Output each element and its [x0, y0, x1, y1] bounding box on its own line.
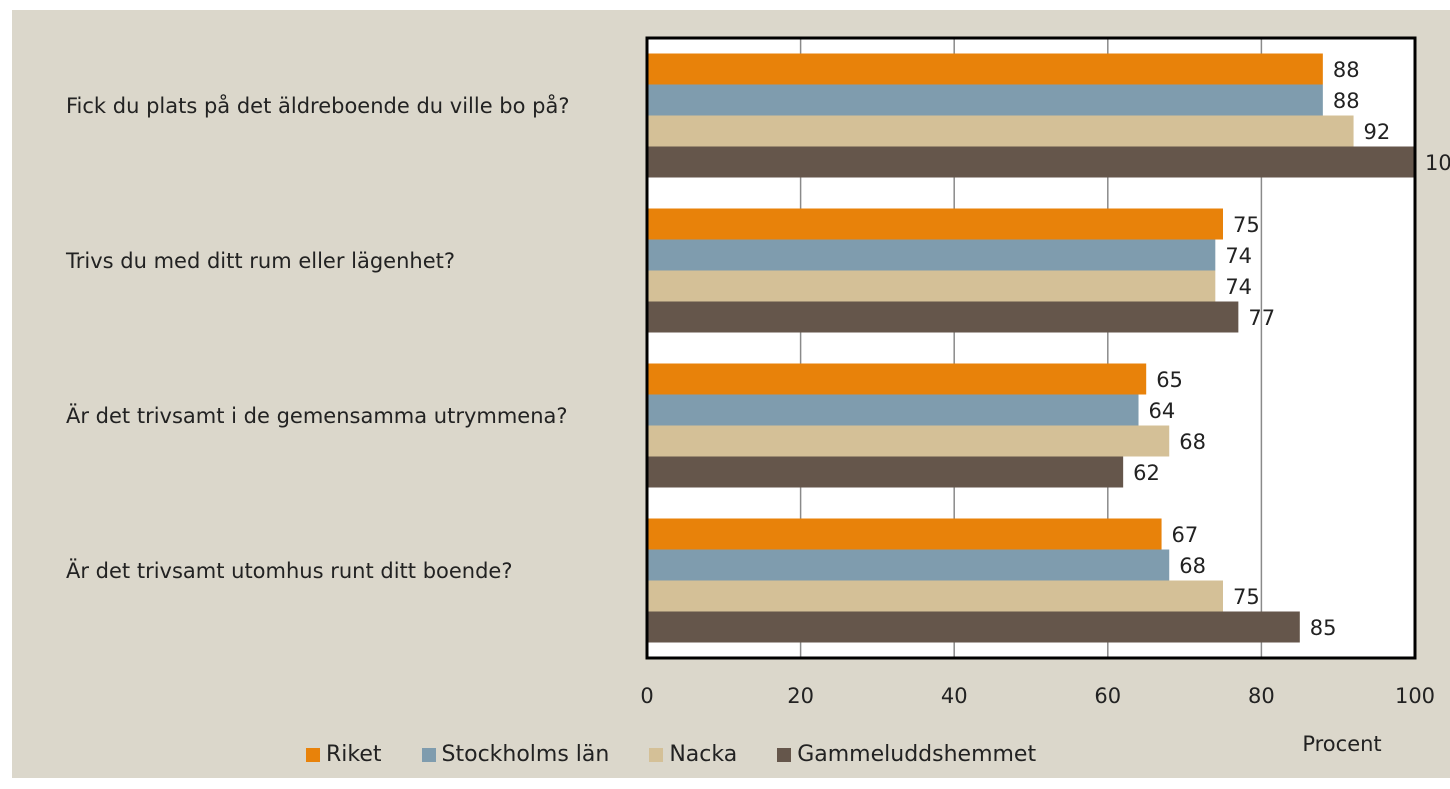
data-label: 67 [1172, 523, 1199, 547]
category-label: Trivs du med ditt rum eller lägenhet? [66, 248, 456, 273]
data-label: 68 [1179, 554, 1206, 578]
bar [647, 549, 1170, 581]
data-label: 100 [1425, 151, 1450, 175]
legend: Riket Stockholms län Nacka Gammeluddshemmet [306, 742, 1036, 767]
legend-item: Gammeluddshemmet [777, 742, 1036, 767]
legend-label: Riket [326, 742, 382, 767]
x-tick-label: 40 [941, 684, 968, 708]
bar [647, 456, 1124, 488]
data-label: 65 [1156, 368, 1183, 392]
legend-item: Riket [306, 742, 382, 767]
x-tick-label: 60 [1094, 684, 1121, 708]
data-label: 62 [1133, 461, 1160, 485]
bar [647, 84, 1323, 116]
data-label: 88 [1333, 89, 1360, 113]
bar [647, 270, 1216, 302]
plot-border [645, 36, 1417, 660]
bar [647, 239, 1216, 271]
x-tick-label: 0 [640, 684, 653, 708]
data-label: 75 [1233, 213, 1260, 237]
legend-label: Gammeluddshemmet [797, 742, 1037, 767]
legend-swatch [777, 747, 792, 762]
bar [647, 301, 1239, 333]
bar [647, 425, 1170, 457]
legend-label: Stockholms län [441, 742, 610, 767]
bar [647, 518, 1162, 550]
bar [647, 363, 1147, 395]
x-tick-label: 100 [1395, 684, 1435, 708]
legend-swatch [421, 747, 436, 762]
category-label: Fick du plats på det äldreboende du vill… [66, 93, 570, 118]
bar [647, 394, 1139, 426]
data-label: 77 [1248, 306, 1275, 330]
bar [647, 146, 1415, 178]
category-label: Är det trivsamt i de gemensamma utrymmen… [66, 403, 568, 428]
data-label: 64 [1149, 399, 1176, 423]
legend-label: Nacka [669, 742, 738, 767]
data-label: 68 [1179, 430, 1206, 454]
bar [647, 53, 1323, 85]
category-label: Är det trivsamt utomhus runt ditt boende… [66, 558, 513, 583]
x-tick-label: 20 [787, 684, 814, 708]
legend-item: Nacka [649, 742, 737, 767]
bar [647, 208, 1223, 240]
bar [647, 611, 1300, 643]
x-tick-label: 80 [1248, 684, 1275, 708]
legend-swatch [649, 747, 664, 762]
bar [647, 580, 1223, 612]
legend-swatch [306, 747, 320, 762]
data-label: 85 [1310, 616, 1337, 640]
data-label: 74 [1225, 244, 1252, 268]
data-label: 88 [1333, 58, 1360, 82]
data-label: 75 [1233, 585, 1260, 609]
x-axis-title: Procent [1302, 732, 1381, 756]
bar [647, 115, 1354, 147]
data-label: 92 [1364, 120, 1391, 144]
data-label: 74 [1225, 275, 1252, 299]
legend-item: Stockholms län [421, 742, 610, 767]
